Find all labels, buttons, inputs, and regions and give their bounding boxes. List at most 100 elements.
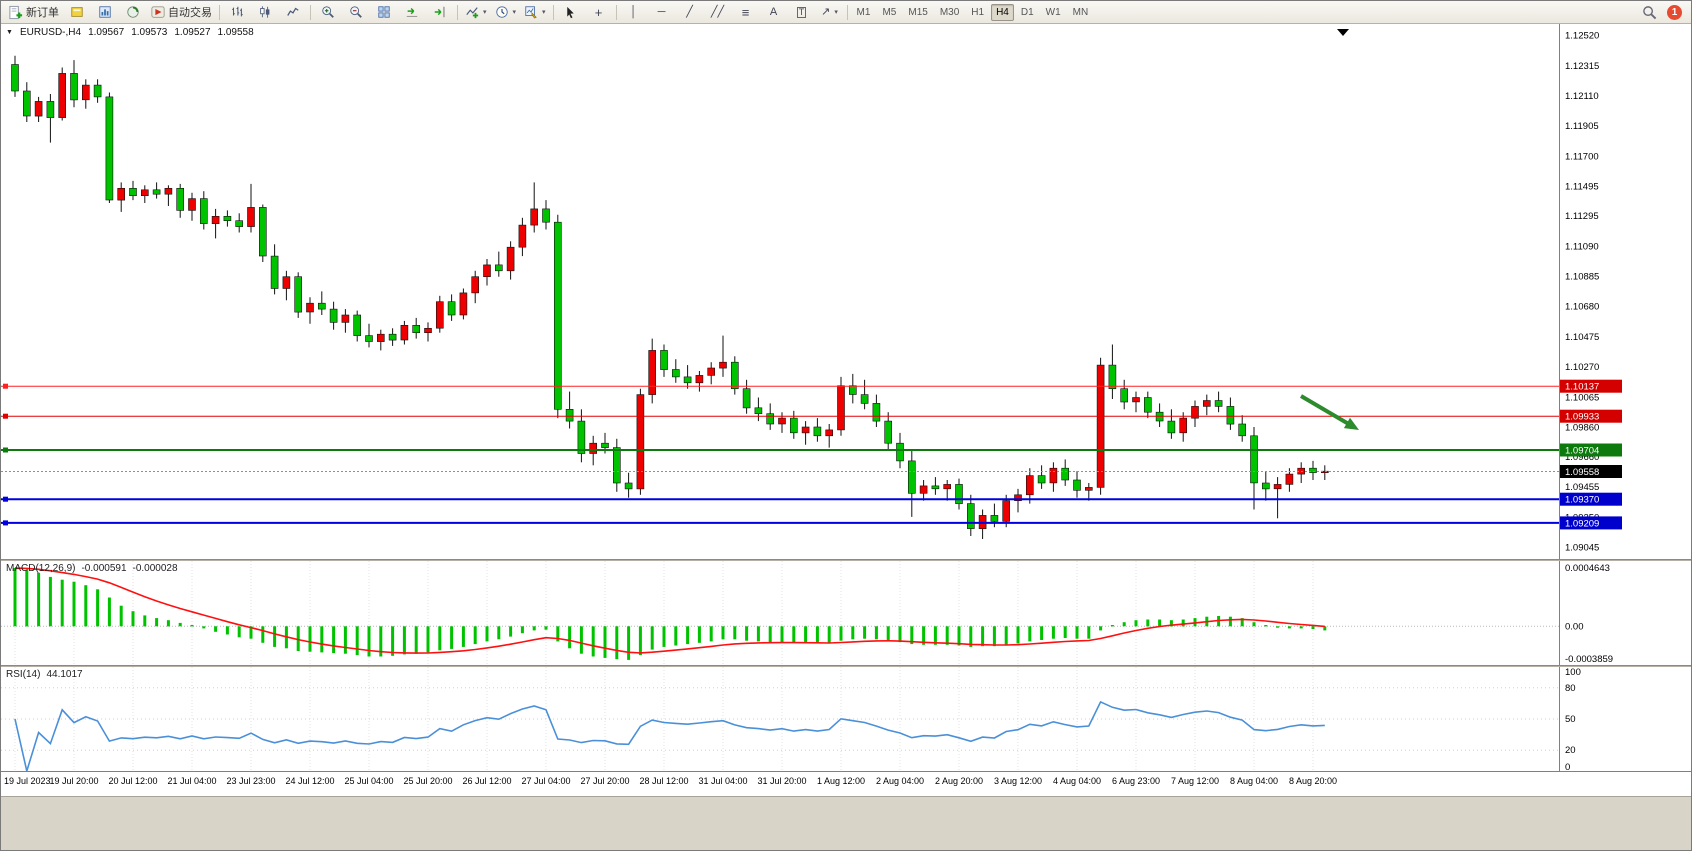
timeframe-m5-button[interactable]: M5 <box>882 6 897 18</box>
chart-header: ▼ EURUSD-,H4 1.09567 1.09573 1.09527 1.0… <box>6 27 254 38</box>
horizontal-lines[interactable] <box>1 383 1559 526</box>
macd-histogram-bar <box>1240 618 1244 627</box>
time-axis-label: 19 Jul 2023 <box>4 776 51 786</box>
zoom-out-button[interactable] <box>342 2 370 23</box>
time-axis-label: 8 Aug 04:00 <box>1229 776 1279 786</box>
zoom-in-button[interactable] <box>314 2 342 23</box>
indicators-button[interactable]: ▾ <box>461 2 491 23</box>
navigator-button[interactable] <box>119 2 147 23</box>
candle-body <box>837 385 845 431</box>
macd-histogram-bar <box>178 622 182 627</box>
time-axis-label: 28 Jul 12:00 <box>639 776 689 786</box>
candle-body <box>435 301 444 329</box>
price-chart-panel[interactable]: 1.12520 1.12315 1.12110 1.11905 1.11700 1.114… <box>1 24 1692 559</box>
auto-trading-button[interactable]: 自动交易 <box>147 2 216 23</box>
vertical-line-icon: │ <box>630 5 637 18</box>
periods-button[interactable]: ▾ <box>491 2 521 23</box>
macd-panel[interactable]: 0.0004643 0.00 -0.0003859 MACD(12,26,9) -0… <box>1 561 1692 665</box>
templates-button[interactable]: ▾ <box>520 2 550 23</box>
hline-handle[interactable] <box>3 520 8 526</box>
new-order-button[interactable]: 新订单 <box>4 2 63 23</box>
notification-badge[interactable]: 1 <box>1667 4 1682 20</box>
rsi-axis-label: 20 <box>1565 745 1576 756</box>
macd-histogram-bar <box>1028 626 1032 642</box>
trendline-button[interactable]: ╱ <box>676 2 704 23</box>
annotation-arrowhead[interactable] <box>1343 417 1359 430</box>
timeframe-w1-button[interactable]: W1 <box>1045 6 1061 18</box>
candle-body <box>506 246 515 272</box>
candle-body <box>447 301 456 316</box>
macd-histogram-bar <box>674 626 678 646</box>
text-label-button[interactable]: T <box>788 2 816 23</box>
vertical-line-button[interactable]: │ <box>620 2 648 23</box>
tile-windows-button[interactable] <box>370 2 398 23</box>
chart-shift-button[interactable] <box>426 2 454 23</box>
time-axis[interactable]: 19 Jul 2023 19 Jul 20:00 20 Jul 12:00 21 Ju… <box>1 771 1691 796</box>
timeframe-mn-button[interactable]: MN <box>1072 6 1089 18</box>
hline-handle[interactable] <box>3 413 8 419</box>
fibonacci-button[interactable]: ≡ <box>732 2 760 23</box>
bar-chart-type-button[interactable] <box>223 2 251 23</box>
candle-body <box>1214 400 1223 407</box>
macd-histogram-bar <box>697 626 701 643</box>
timeframe-m15-button[interactable]: M15 <box>908 6 928 18</box>
price-axis-label: 1.09660 <box>1565 452 1599 463</box>
candle-body <box>1273 484 1282 490</box>
candle-body <box>1203 400 1211 407</box>
timeframe-d1-button[interactable]: D1 <box>1020 6 1034 18</box>
crosshair-button[interactable]: + <box>585 2 613 23</box>
candle-body <box>896 442 904 462</box>
horizontal-line-icon: ─ <box>657 5 666 18</box>
text-button[interactable]: A <box>760 2 788 23</box>
macd-histogram-bar <box>343 626 347 654</box>
data-window-button[interactable] <box>91 2 119 23</box>
timeframe-h1-button[interactable]: H1 <box>971 6 985 18</box>
toolbar-separator <box>615 4 617 20</box>
macd-histogram-bar <box>579 626 583 654</box>
price-chart-canvas[interactable]: 1.12520 1.12315 1.12110 1.11905 1.11700 1.114… <box>1 24 1692 559</box>
candle-body <box>648 350 657 395</box>
candle-body <box>93 84 102 98</box>
macd-histogram-bar <box>72 581 76 627</box>
chart-shift-marker-icon[interactable] <box>1337 29 1349 36</box>
cursor-button[interactable] <box>557 2 585 23</box>
macd-histogram-bar <box>768 626 772 643</box>
arrows-button[interactable]: ↗ ▾ <box>816 2 844 23</box>
candle-body <box>813 426 822 437</box>
annotation-arrow[interactable] <box>1299 394 1354 428</box>
macd-histogram-bar <box>922 626 926 645</box>
candlestick-chart-type-button[interactable] <box>251 2 279 23</box>
macd-canvas[interactable]: 0.0004643 0.00 -0.0003859 <box>1 561 1692 665</box>
macd-histogram-bar <box>556 626 560 642</box>
text-icon: A <box>769 5 778 18</box>
hline-handle[interactable] <box>3 447 8 453</box>
search-button[interactable] <box>1635 2 1663 23</box>
new-order-icon <box>9 5 23 19</box>
panel-separator[interactable] <box>1 665 1691 667</box>
timeframe-m30-button[interactable]: M30 <box>939 6 960 18</box>
macd-histogram-bar <box>107 597 111 627</box>
auto-scroll-button[interactable] <box>398 2 426 23</box>
macd-histogram-bar <box>473 626 477 645</box>
time-axis-label: 20 Jul 12:00 <box>108 776 158 786</box>
timeframe-m1-button[interactable]: M1 <box>856 6 871 18</box>
hline-handle[interactable] <box>3 383 8 389</box>
macd-axis-label: -0.0003859 <box>1565 654 1613 665</box>
hline-handle[interactable] <box>3 496 8 502</box>
time-axis-label: 24 Jul 12:00 <box>285 776 335 786</box>
data-window-icon <box>99 6 111 18</box>
candle-body <box>188 198 196 211</box>
time-axis-label: 1 Aug 12:00 <box>816 776 866 786</box>
line-chart-type-button[interactable] <box>279 2 307 23</box>
candle-body <box>624 482 633 490</box>
rsi-canvas[interactable]: 100 80 50 20 0 <box>1 667 1692 771</box>
equidistant-channel-button[interactable]: ╱╱ <box>704 2 732 23</box>
toolbar-separator <box>457 4 458 20</box>
panel-separator[interactable] <box>1 559 1691 561</box>
dropdown-icon: ▾ <box>483 9 487 16</box>
price-tag <box>1560 465 1622 478</box>
rsi-panel[interactable]: 100 80 50 20 0 RSI(14) 44.1017 <box>1 667 1692 771</box>
timeframe-h4-button[interactable]: H4 <box>991 3 1014 21</box>
market-watch-button[interactable] <box>63 2 91 23</box>
horizontal-line-button[interactable]: ─ <box>648 2 676 23</box>
